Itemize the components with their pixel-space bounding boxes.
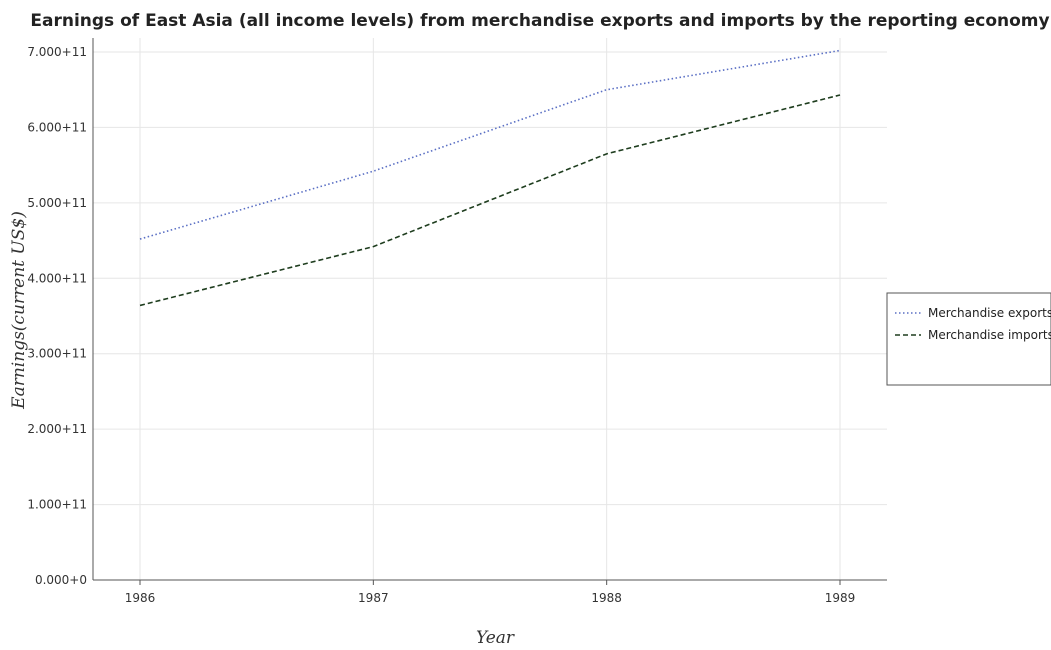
y-tick-label: 4.000+11 <box>27 271 87 285</box>
legend-label: Merchandise imports <box>928 328 1051 342</box>
axes: 0.000+0 1.000+11 2.000+11 3.000+11 4.000+11 5… <box>27 38 887 605</box>
y-tick-label: 6.000+11 <box>27 120 87 134</box>
series-lines <box>140 50 840 305</box>
chart-title: Earnings of East Asia (all income levels… <box>30 11 1049 31</box>
y-tick-label: 2.000+11 <box>27 422 87 436</box>
series-line-exports <box>140 50 840 239</box>
x-tick-label: 1987 <box>358 591 389 605</box>
y-tick-label: 7.000+11 <box>27 45 87 59</box>
legend-label: Merchandise exports <box>928 306 1051 320</box>
grid <box>93 38 887 580</box>
x-tick-label: 1988 <box>591 591 622 605</box>
y-axis-label: Earnings(current US$) <box>9 211 29 410</box>
y-tick-label: 0.000+0 <box>35 573 87 587</box>
y-tick-label: 1.000+11 <box>27 498 87 512</box>
y-tick-label: 3.000+11 <box>27 347 87 361</box>
series-line-imports <box>140 95 840 305</box>
legend: Merchandise exports Merchandise imports <box>887 293 1051 385</box>
x-axis-label: Year <box>476 628 515 648</box>
x-tick-label: 1989 <box>825 591 856 605</box>
x-tick-label: 1986 <box>125 591 156 605</box>
y-tick-label: 5.000+11 <box>27 196 87 210</box>
